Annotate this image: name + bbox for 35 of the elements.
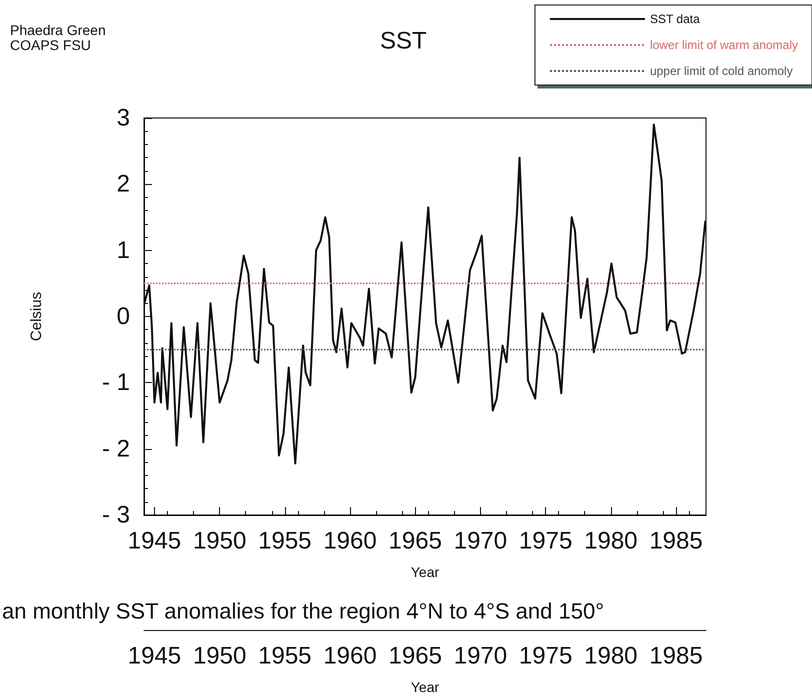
y-tick-label: 1 bbox=[116, 236, 130, 264]
y-tick-label: - 1 bbox=[102, 369, 130, 396]
x2-tick-label: 1955 bbox=[258, 528, 312, 554]
x-tick-label: 1960 bbox=[323, 642, 377, 670]
y-tick-label: - 3 bbox=[102, 502, 130, 528]
y-tick-label: 3 bbox=[116, 104, 130, 132]
text: SST data bbox=[650, 12, 700, 26]
x-tick-label: 1970 bbox=[454, 642, 508, 670]
x2-tick-label: 1945 bbox=[128, 528, 182, 554]
x2-axis-title: Year bbox=[410, 679, 440, 695]
text: COAPS FSU bbox=[10, 37, 91, 53]
x-tick-label: 1980 bbox=[584, 642, 638, 670]
ref-line-label: lower limit of warm anomaly bbox=[650, 38, 798, 52]
x-tick-label: 1985 bbox=[649, 642, 703, 670]
x-tick-label: 1950 bbox=[192, 642, 246, 670]
x-tick-label: 1945 bbox=[128, 642, 182, 670]
x-tick-label: 1955 bbox=[258, 642, 312, 670]
y-tick-label: - 2 bbox=[102, 435, 130, 462]
x2-tick-label: 1950 bbox=[192, 528, 246, 554]
y-tick-label: 2 bbox=[116, 170, 130, 198]
x2-tick-label: 1960 bbox=[323, 528, 377, 554]
ref-line-label: upper limit of cold anomoly bbox=[650, 64, 793, 78]
x-axis-title: Year bbox=[410, 564, 440, 580]
x2-tick-label: 1985 bbox=[649, 528, 703, 554]
x2-tick-label: 1980 bbox=[584, 528, 638, 554]
x-tick-label: 1975 bbox=[518, 642, 572, 670]
x-tick-label: 1965 bbox=[388, 642, 442, 670]
x2-tick-label: 1965 bbox=[388, 528, 442, 554]
x2-tick-label: 1975 bbox=[518, 528, 572, 554]
y-tick-label: 0 bbox=[116, 303, 130, 330]
x2-tick-label: 1970 bbox=[454, 528, 508, 554]
text: Phaedra Green bbox=[10, 22, 106, 38]
chart-title: SST bbox=[380, 28, 428, 54]
y-axis-title: Celsius bbox=[28, 292, 45, 342]
text: an monthly SST anomalies for the region 4°N to 4°S and 150° bbox=[2, 598, 604, 624]
